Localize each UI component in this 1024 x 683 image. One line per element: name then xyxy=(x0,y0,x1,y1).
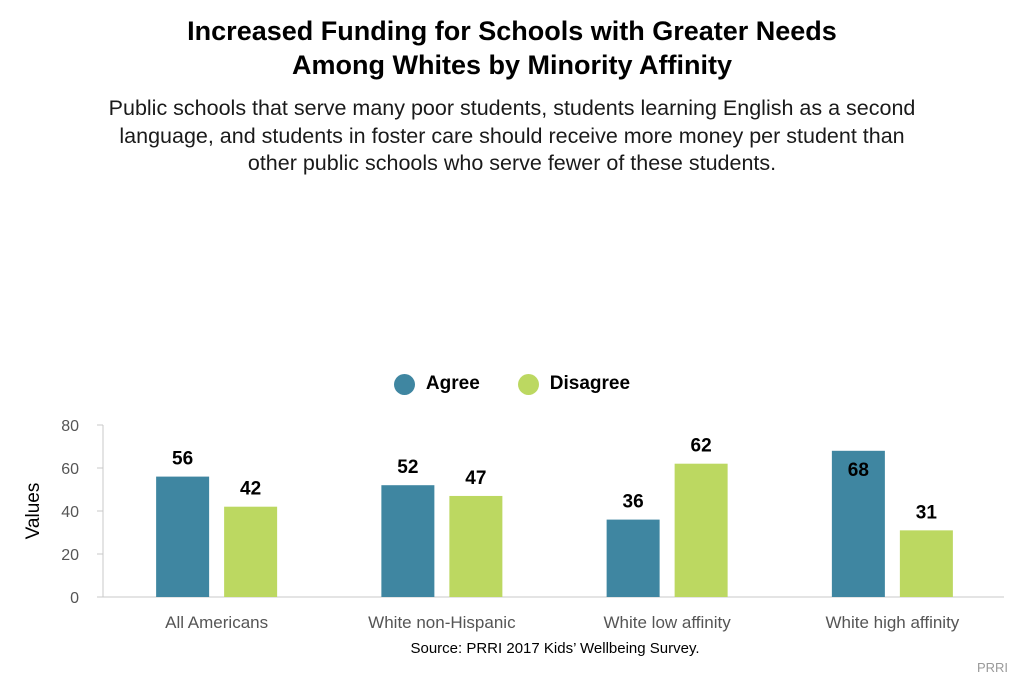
bar-disagree-2[interactable] xyxy=(675,464,728,597)
y-tick-label: 0 xyxy=(70,590,79,607)
data-label: 42 xyxy=(240,479,261,500)
bar-agree-0[interactable] xyxy=(156,477,209,597)
bar-disagree-0[interactable] xyxy=(224,507,277,597)
bar-chart: 0 20 40 60 80 Values 56 42 All Americans 52 47 Whit… xyxy=(0,0,1024,683)
y-tick-label: 80 xyxy=(61,418,79,435)
x-tick-label: White non-Hispanic xyxy=(368,613,516,632)
bar-disagree-1[interactable] xyxy=(449,496,502,597)
credit-label: PRRI xyxy=(977,660,1008,675)
source-note: Source: PRRI 2017 Kids’ Wellbeing Survey… xyxy=(0,640,1024,657)
data-label: 36 xyxy=(623,492,644,513)
bar-disagree-3[interactable] xyxy=(900,530,953,597)
y-tick-label: 20 xyxy=(61,547,79,564)
y-axis-label: Values xyxy=(23,483,44,540)
data-label: 47 xyxy=(465,468,486,489)
x-tick-label: White low affinity xyxy=(604,613,732,632)
data-label: 52 xyxy=(397,457,418,478)
y-tick-label: 40 xyxy=(61,504,79,521)
x-tick-label: White high affinity xyxy=(825,613,959,632)
data-label: 68 xyxy=(848,460,869,481)
x-tick-label: All Americans xyxy=(165,613,268,632)
data-label: 62 xyxy=(691,436,712,457)
y-tick-label: 60 xyxy=(61,461,79,478)
data-label: 56 xyxy=(172,449,193,470)
bar-agree-1[interactable] xyxy=(381,485,434,597)
data-label: 31 xyxy=(916,502,938,523)
bar-agree-2[interactable] xyxy=(607,520,660,597)
